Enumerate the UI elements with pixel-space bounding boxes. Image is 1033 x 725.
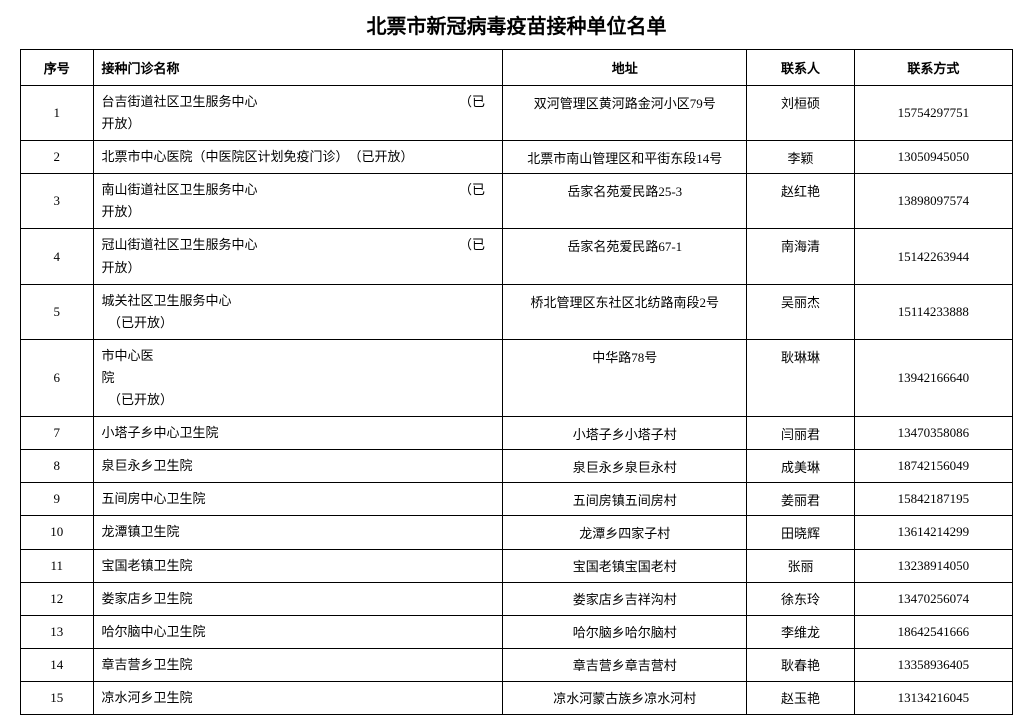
- cell-name: 五间房中心卫生院: [93, 483, 503, 516]
- cell-phone: 13470256074: [854, 582, 1012, 615]
- table-row: 11宝国老镇卫生院宝国老镇宝国老村张丽13238914050: [21, 549, 1013, 582]
- cell-name: 台吉街道社区卫生服务中心 （已开放）: [93, 86, 503, 141]
- cell-seq: 8: [21, 450, 94, 483]
- cell-addr: 北票市南山管理区和平街东段14号: [503, 141, 747, 174]
- cell-contact: 刘桓硕: [747, 86, 855, 141]
- cell-name: 南山街道社区卫生服务中心 （已开放）: [93, 174, 503, 229]
- cell-contact: 赵玉艳: [747, 681, 855, 714]
- cell-contact: 徐东玲: [747, 582, 855, 615]
- cell-seq: 11: [21, 549, 94, 582]
- cell-seq: 14: [21, 648, 94, 681]
- cell-contact: 李维龙: [747, 615, 855, 648]
- cell-name: 小塔子乡中心卫生院: [93, 417, 503, 450]
- cell-contact: 田晓辉: [747, 516, 855, 549]
- cell-seq: 10: [21, 516, 94, 549]
- cell-seq: 13: [21, 615, 94, 648]
- cell-addr: 泉巨永乡泉巨永村: [503, 450, 747, 483]
- cell-phone: 13614214299: [854, 516, 1012, 549]
- cell-name: 凉水河乡卫生院: [93, 681, 503, 714]
- cell-name: 城关社区卫生服务中心 （已开放）: [93, 284, 503, 339]
- col-header-contact: 联系人: [747, 50, 855, 86]
- cell-name: 市中心医 院 （已开放）: [93, 339, 503, 416]
- cell-phone: 13898097574: [854, 174, 1012, 229]
- cell-phone: 13238914050: [854, 549, 1012, 582]
- cell-phone: 13358936405: [854, 648, 1012, 681]
- table-row: 10龙潭镇卫生院龙潭乡四家子村田晓辉13614214299: [21, 516, 1013, 549]
- cell-name: 龙潭镇卫生院: [93, 516, 503, 549]
- table-row: 8泉巨永乡卫生院泉巨永乡泉巨永村成美琳18742156049: [21, 450, 1013, 483]
- cell-contact: 李颖: [747, 141, 855, 174]
- vaccine-table: 序号 接种门诊名称 地址 联系人 联系方式 1台吉街道社区卫生服务中心 （已开放…: [20, 49, 1013, 715]
- cell-seq: 4: [21, 229, 94, 284]
- cell-seq: 5: [21, 284, 94, 339]
- cell-phone: 15842187195: [854, 483, 1012, 516]
- col-header-seq: 序号: [21, 50, 94, 86]
- cell-name: 宝国老镇卫生院: [93, 549, 503, 582]
- col-header-name: 接种门诊名称: [93, 50, 503, 86]
- table-row: 14章吉营乡卫生院章吉营乡章吉营村耿春艳13358936405: [21, 648, 1013, 681]
- cell-contact: 南海清: [747, 229, 855, 284]
- cell-contact: 耿琳琳: [747, 339, 855, 416]
- cell-contact: 闫丽君: [747, 417, 855, 450]
- cell-phone: 18742156049: [854, 450, 1012, 483]
- cell-contact: 吴丽杰: [747, 284, 855, 339]
- table-row: 2北票市中心医院（中医院区计划免疫门诊） （已开放）北票市南山管理区和平街东段1…: [21, 141, 1013, 174]
- cell-addr: 章吉营乡章吉营村: [503, 648, 747, 681]
- table-row: 6市中心医 院 （已开放）中华路78号耿琳琳13942166640: [21, 339, 1013, 416]
- cell-seq: 3: [21, 174, 94, 229]
- cell-seq: 9: [21, 483, 94, 516]
- cell-contact: 张丽: [747, 549, 855, 582]
- cell-name: 泉巨永乡卫生院: [93, 450, 503, 483]
- cell-phone: 15142263944: [854, 229, 1012, 284]
- cell-seq: 15: [21, 681, 94, 714]
- cell-contact: 姜丽君: [747, 483, 855, 516]
- cell-seq: 1: [21, 86, 94, 141]
- cell-name: 娄家店乡卫生院: [93, 582, 503, 615]
- table-row: 13哈尔脑中心卫生院哈尔脑乡哈尔脑村李维龙18642541666: [21, 615, 1013, 648]
- cell-contact: 赵红艳: [747, 174, 855, 229]
- table-header-row: 序号 接种门诊名称 地址 联系人 联系方式: [21, 50, 1013, 86]
- table-row: 15凉水河乡卫生院凉水河蒙古族乡凉水河村赵玉艳13134216045: [21, 681, 1013, 714]
- cell-contact: 耿春艳: [747, 648, 855, 681]
- cell-addr: 五间房镇五间房村: [503, 483, 747, 516]
- cell-addr: 娄家店乡吉祥沟村: [503, 582, 747, 615]
- cell-addr: 小塔子乡小塔子村: [503, 417, 747, 450]
- table-row: 3南山街道社区卫生服务中心 （已开放）岳家名苑爱民路25-3赵红艳1389809…: [21, 174, 1013, 229]
- cell-name: 北票市中心医院（中医院区计划免疫门诊） （已开放）: [93, 141, 503, 174]
- table-body: 1台吉街道社区卫生服务中心 （已开放）双河管理区黄河路金河小区79号刘桓硕157…: [21, 86, 1013, 715]
- cell-addr: 双河管理区黄河路金河小区79号: [503, 86, 747, 141]
- table-row: 1台吉街道社区卫生服务中心 （已开放）双河管理区黄河路金河小区79号刘桓硕157…: [21, 86, 1013, 141]
- cell-phone: 18642541666: [854, 615, 1012, 648]
- cell-name: 章吉营乡卫生院: [93, 648, 503, 681]
- cell-phone: 13050945050: [854, 141, 1012, 174]
- cell-name: 哈尔脑中心卫生院: [93, 615, 503, 648]
- cell-contact: 成美琳: [747, 450, 855, 483]
- cell-seq: 7: [21, 417, 94, 450]
- cell-addr: 龙潭乡四家子村: [503, 516, 747, 549]
- cell-addr: 岳家名苑爱民路67-1: [503, 229, 747, 284]
- cell-seq: 2: [21, 141, 94, 174]
- cell-addr: 中华路78号: [503, 339, 747, 416]
- col-header-addr: 地址: [503, 50, 747, 86]
- cell-name: 冠山街道社区卫生服务中心 （已开放）: [93, 229, 503, 284]
- table-row: 7小塔子乡中心卫生院小塔子乡小塔子村闫丽君13470358086: [21, 417, 1013, 450]
- cell-phone: 15754297751: [854, 86, 1012, 141]
- cell-phone: 13942166640: [854, 339, 1012, 416]
- cell-seq: 6: [21, 339, 94, 416]
- table-row: 4冠山街道社区卫生服务中心 （已开放）岳家名苑爱民路67-1南海清1514226…: [21, 229, 1013, 284]
- cell-phone: 15114233888: [854, 284, 1012, 339]
- cell-seq: 12: [21, 582, 94, 615]
- cell-addr: 哈尔脑乡哈尔脑村: [503, 615, 747, 648]
- col-header-phone: 联系方式: [854, 50, 1012, 86]
- cell-addr: 宝国老镇宝国老村: [503, 549, 747, 582]
- table-row: 9五间房中心卫生院五间房镇五间房村姜丽君15842187195: [21, 483, 1013, 516]
- cell-phone: 13134216045: [854, 681, 1012, 714]
- cell-addr: 凉水河蒙古族乡凉水河村: [503, 681, 747, 714]
- cell-phone: 13470358086: [854, 417, 1012, 450]
- cell-addr: 岳家名苑爱民路25-3: [503, 174, 747, 229]
- table-row: 12娄家店乡卫生院娄家店乡吉祥沟村徐东玲13470256074: [21, 582, 1013, 615]
- cell-addr: 桥北管理区东社区北纺路南段2号: [503, 284, 747, 339]
- table-row: 5城关社区卫生服务中心 （已开放）桥北管理区东社区北纺路南段2号吴丽杰15114…: [21, 284, 1013, 339]
- page-title: 北票市新冠病毒疫苗接种单位名单: [20, 10, 1013, 39]
